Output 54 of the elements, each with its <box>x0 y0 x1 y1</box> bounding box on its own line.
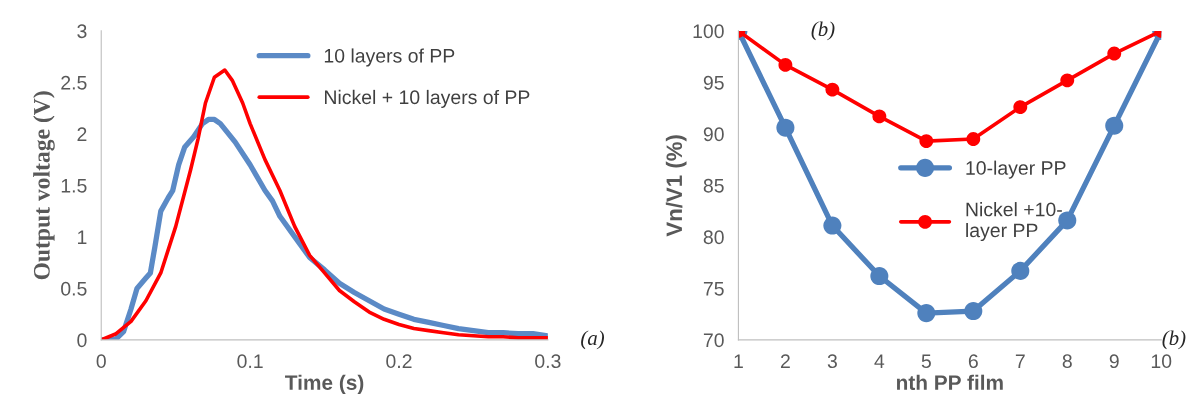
x-tick-label: 4 <box>874 354 885 368</box>
x-axis-title: Time (s) <box>285 374 364 395</box>
y-tick-label: 75 <box>703 282 724 296</box>
x-tick-label: 3 <box>827 354 837 369</box>
point <box>964 302 983 321</box>
point <box>823 216 842 235</box>
legend-label: 10 layers of PP <box>324 48 455 67</box>
x-tick-label: 1 <box>734 354 743 368</box>
x-tick-label: 0.1 <box>237 354 263 369</box>
legend-label: Nickel + 10 layers of PP <box>325 89 530 108</box>
x-axis-title: nth PP film <box>896 374 1003 390</box>
x-tick-label: 2 <box>780 354 790 368</box>
y-tick-label: 85 <box>703 178 724 193</box>
y-axis-title: Vn/V1 (%) <box>665 135 687 237</box>
x-tick-label: 5 <box>921 354 931 369</box>
point <box>872 109 887 124</box>
point <box>1011 261 1030 280</box>
x-tick-label: 6 <box>968 354 978 369</box>
point <box>966 132 981 146</box>
x-tick-label: 0.2 <box>386 354 412 369</box>
point <box>1060 73 1075 88</box>
y-tick-label: 2.5 <box>61 75 87 90</box>
legend-label: 10-layer PP <box>966 160 1066 179</box>
y-tick-label: 0.5 <box>61 281 87 296</box>
point <box>919 134 934 149</box>
x-tick-label: 9 <box>1109 354 1119 369</box>
y-tick-label: 70 <box>703 333 724 348</box>
point <box>776 118 795 137</box>
y-tick-label: 2 <box>77 127 87 141</box>
annotation: (b) <box>811 21 835 41</box>
point <box>1013 100 1028 115</box>
text: (b) <box>1162 330 1186 350</box>
x-tick-label: 0.3 <box>535 354 561 369</box>
point <box>917 304 936 323</box>
y-tick-label: 100 <box>693 24 724 39</box>
x-tick-label: 10 <box>1151 354 1172 369</box>
y-tick-label: 1.5 <box>61 179 87 193</box>
x-tick-label: 0 <box>96 354 106 369</box>
point <box>1105 116 1124 135</box>
legend-label: Nickel +10- layer PP <box>966 202 1062 242</box>
text: (a) <box>581 330 605 350</box>
point <box>870 267 889 286</box>
y-axis-title: Output voltage (V) <box>33 91 55 280</box>
point <box>1107 46 1122 61</box>
y-tick-label: 1 <box>78 230 87 244</box>
point <box>778 57 793 72</box>
y-tick-label: 0 <box>77 333 87 348</box>
point <box>825 82 840 97</box>
y-tick-label: 95 <box>703 75 724 90</box>
y-tick-label: 3 <box>77 24 87 39</box>
x-tick-label: 7 <box>1015 354 1025 368</box>
y-tick-label: 80 <box>703 230 724 245</box>
x-tick-label: 8 <box>1062 354 1072 369</box>
y-tick-label: 90 <box>703 127 724 142</box>
